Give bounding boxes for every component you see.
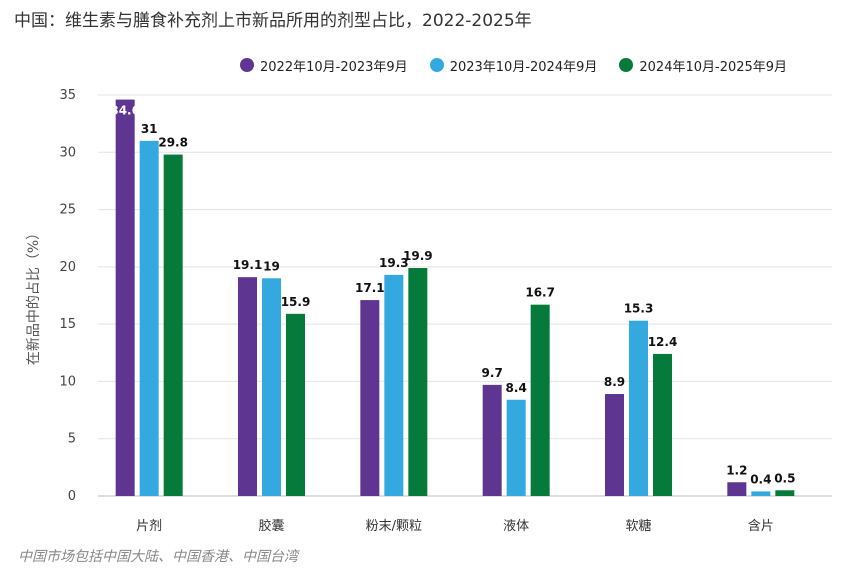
data-label: 19.9 <box>403 249 433 263</box>
legend-marker <box>429 58 444 72</box>
legend-marker <box>240 58 254 72</box>
x-tick-label: 片剂 <box>136 519 162 534</box>
y-tick-label: 20 <box>59 260 76 275</box>
data-label: 19.1 <box>233 258 263 272</box>
bar <box>530 304 550 496</box>
y-tick-label: 25 <box>59 203 76 218</box>
chart-title: 中国：维生素与膳食补充剂上市新品所用的剂型占比，2022-2025年 <box>14 11 532 31</box>
y-tick-label: 35 <box>59 88 76 103</box>
legend-item-series-1: 2022年10月-2023年9月 <box>240 56 408 75</box>
bar <box>163 154 183 496</box>
bar <box>408 268 428 496</box>
data-label: 16.7 <box>525 286 555 300</box>
bar <box>384 274 404 496</box>
bar <box>775 490 795 496</box>
data-label: 12.4 <box>648 335 678 349</box>
bar <box>286 313 305 496</box>
x-tick-label: 含片 <box>748 518 774 534</box>
legend-label: 2024年10月-2025年9月 <box>639 59 788 75</box>
y-tick-label: 5 <box>68 432 76 447</box>
bar <box>115 99 135 496</box>
data-label: 29.8 <box>158 136 188 150</box>
x-tick-label: 胶囊 <box>258 518 284 534</box>
bar <box>629 320 648 496</box>
data-label: 0.4 <box>750 472 771 486</box>
data-label: 8.4 <box>506 381 527 395</box>
y-tick-label: 15 <box>59 317 76 332</box>
data-label: 8.9 <box>604 375 625 389</box>
legend-item-series-2: 2023年10月-2024年9月 <box>429 56 598 75</box>
y-axis-label: 在新品中的占比（%） <box>26 226 42 365</box>
data-label: 17.1 <box>355 281 385 295</box>
chart-footnote: 中国市场包括中国大陆、中国香港、中国台湾 <box>18 549 298 565</box>
data-label: 34.6 <box>110 104 140 118</box>
bar <box>360 300 380 496</box>
legend-marker <box>619 58 634 72</box>
y-tick-label: 30 <box>59 145 76 160</box>
bar <box>605 394 624 496</box>
legend-item-series-3: 2024年10月-2025年9月 <box>619 56 787 75</box>
bar <box>506 399 526 496</box>
y-tick-label: 0 <box>68 489 76 504</box>
x-tick-label: 软糖 <box>625 518 651 534</box>
y-tick-label: 10 <box>59 374 76 389</box>
bar <box>482 384 502 496</box>
data-label: 15.9 <box>281 295 311 309</box>
x-tick-label: 液体 <box>503 519 529 534</box>
x-tick-label: 粉末/颗粒 <box>366 519 422 534</box>
bar <box>653 353 672 496</box>
bar <box>727 482 747 496</box>
legend-label: 2023年10月-2024年9月 <box>449 59 598 75</box>
bar <box>751 491 771 496</box>
data-label: 31 <box>141 122 158 136</box>
data-label: 19.3 <box>379 256 409 270</box>
data-label: 9.7 <box>482 366 503 380</box>
data-label: 0.5 <box>774 471 795 485</box>
chart-legend: 2022年10月-2023年9月 2023年10月-2024年9月 2024年1… <box>240 56 809 75</box>
bar <box>238 277 257 496</box>
legend-label: 2022年10月-2023年9月 <box>260 59 408 75</box>
data-label: 1.2 <box>726 463 747 477</box>
data-label: 19 <box>263 259 280 273</box>
data-label: 15.3 <box>624 302 654 316</box>
bar <box>139 140 159 497</box>
bar <box>262 278 281 496</box>
